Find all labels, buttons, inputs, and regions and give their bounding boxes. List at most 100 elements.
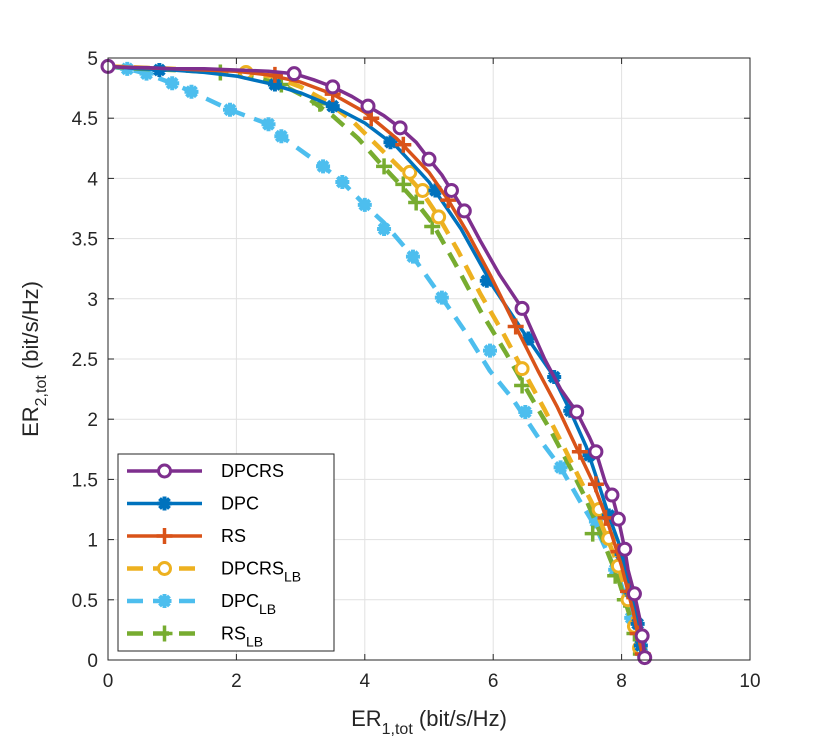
marker-plus: [395, 136, 412, 153]
data-point-dpc-lb: [357, 197, 372, 212]
y-tick-label: 2.5: [72, 350, 98, 371]
data-point-dpcrs: [392, 120, 408, 136]
x-tick-label: 0: [103, 671, 114, 692]
data-point-dpc: [383, 135, 398, 150]
marker-asterisk-core: [167, 78, 177, 88]
marker-asterisk-core: [160, 499, 169, 508]
data-point-dpc: [428, 183, 443, 198]
data-point-dpc: [479, 273, 494, 288]
series-layer: [100, 58, 653, 666]
data-point-rs: [587, 476, 604, 493]
y-tick-label: 4: [87, 169, 98, 190]
marker-circle: [431, 209, 447, 225]
marker-plus: [266, 66, 283, 83]
y-tick-label: 4.5: [72, 109, 98, 130]
legend-marker-rs-lb: [156, 625, 173, 642]
marker-plus: [597, 509, 614, 526]
marker-asterisk-core: [485, 346, 495, 356]
legend-entry-dpc-lb: DPCLB: [127, 591, 276, 617]
marker-circle: [325, 79, 341, 95]
marker-asterisk-core: [318, 161, 328, 171]
marker-plus: [395, 176, 412, 193]
marker-asterisk-core: [142, 69, 152, 79]
series-line-rs: [107, 64, 645, 658]
data-point-dpcrs: [456, 203, 472, 219]
data-point-dpcrs: [514, 300, 530, 316]
data-point-dpc-lb: [482, 343, 497, 358]
marker-plus: [507, 318, 524, 335]
data-point-rs-lb: [395, 176, 412, 193]
marker-circle: [514, 300, 530, 316]
marker-plus: [587, 476, 604, 493]
data-point-rs: [571, 443, 588, 460]
data-point-dpcrs: [286, 66, 302, 82]
legend-label-dpc-lb: DPCLB: [221, 591, 276, 617]
marker-circle: [392, 120, 408, 136]
marker-circle: [634, 628, 650, 644]
marker-asterisk-core: [379, 224, 389, 234]
data-point-dpc-lb: [405, 249, 420, 264]
marker-plus: [376, 158, 393, 175]
data-point-rs: [597, 509, 614, 526]
data-point-dpcrs: [443, 182, 459, 198]
y-tick-label: 3: [87, 290, 98, 311]
data-point-dpcrs: [634, 628, 650, 644]
data-point-dpc-lb: [335, 175, 350, 190]
marker-circle: [456, 203, 472, 219]
data-point-rs: [395, 136, 412, 153]
legend-label-sub: LB: [284, 569, 301, 585]
marker-circle: [626, 586, 642, 602]
legend-entry-dpc: DPC: [127, 494, 259, 514]
marker-circle: [617, 541, 633, 557]
data-point-dpc-lb: [553, 460, 568, 475]
legend-entry-rs: RS: [127, 526, 246, 546]
data-point-dpcrs-lb: [415, 182, 431, 198]
marker-circle: [360, 98, 376, 114]
marker-asterisk-core: [408, 252, 418, 262]
legend-label-dpcrs-lb: DPCRSLB: [221, 559, 301, 585]
marker-circle: [157, 463, 172, 479]
legend-label-name: DPC: [221, 494, 259, 514]
marker-circle: [637, 650, 653, 666]
marker-plus: [584, 525, 601, 542]
marker-asterisk-core: [430, 185, 440, 195]
marker-circle: [402, 164, 418, 180]
data-point-dpc-lb: [165, 76, 180, 91]
legend-entry-rs-lb: RSLB: [127, 624, 263, 650]
x-tick-label: 10: [739, 671, 760, 692]
data-point-rs: [507, 318, 524, 335]
legend-label-name: DPCRS: [221, 461, 284, 481]
marker-circle: [604, 487, 620, 503]
data-point-dpc-lb: [518, 404, 533, 419]
data-point-dpcrs: [626, 586, 642, 602]
legend-label-dpc: DPC: [221, 494, 259, 514]
data-point-dpc-lb: [434, 290, 449, 305]
data-point-rs-lb: [584, 525, 601, 542]
marker-circle: [514, 361, 530, 377]
legend-marker-rs: [156, 528, 173, 544]
marker-asterisk-core: [270, 79, 280, 89]
data-point-dpcrs: [610, 511, 626, 527]
x-tick-label: 4: [360, 671, 371, 692]
data-point-dpcrs: [617, 541, 633, 557]
marker-plus: [571, 443, 588, 460]
data-point-dpc-lb: [261, 117, 276, 132]
data-point-dpc: [325, 99, 340, 114]
marker-plus: [156, 528, 173, 544]
legend-label-name: DPCRS: [221, 559, 284, 579]
data-point-dpcrs: [360, 98, 376, 114]
marker-circle: [421, 151, 437, 167]
marker-plus: [156, 625, 173, 642]
y-tick-label: 0.5: [72, 591, 98, 612]
legend-marker-dpc-lb: [157, 594, 172, 608]
data-point-rs-lb: [376, 158, 393, 175]
data-point-dpcrs-lb: [402, 164, 418, 180]
legend-label-name: RS: [221, 624, 246, 644]
legend-entry-dpcrs-lb: DPCRSLB: [127, 559, 301, 585]
y-tick-label: 1.5: [72, 470, 98, 491]
marker-plus: [514, 377, 531, 394]
data-point-dpc: [267, 77, 282, 92]
marker-circle: [610, 511, 626, 527]
x-tick-label: 2: [231, 671, 242, 692]
